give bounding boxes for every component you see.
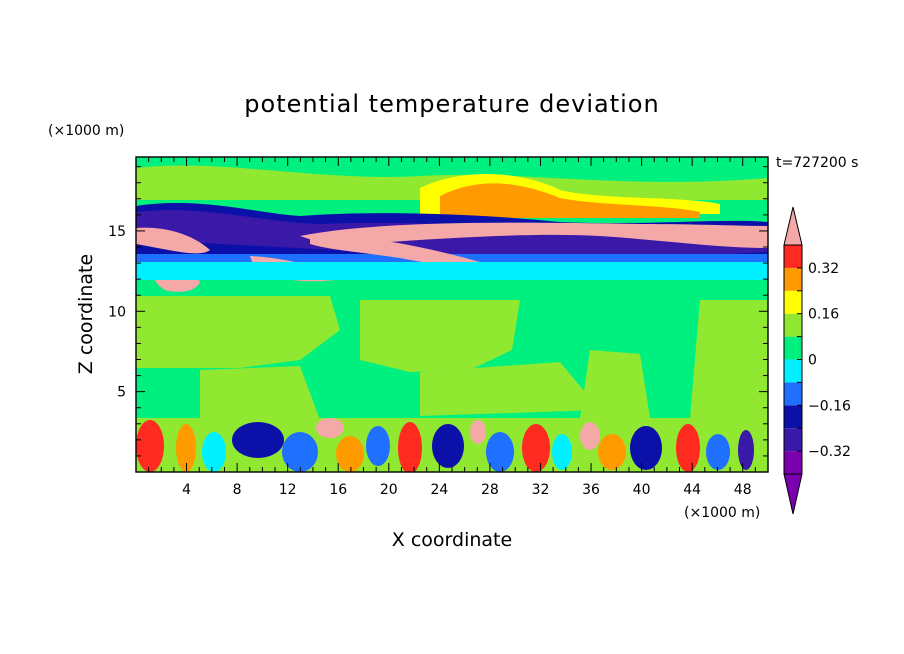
colorbar-segment — [784, 405, 802, 429]
contour-cyan-band — [136, 262, 768, 280]
x-tick-label: 32 — [532, 482, 550, 498]
x-tick-label: 4 — [182, 482, 191, 498]
colorbar-label: −0.16 — [808, 398, 851, 414]
y-axis-label: Z coordinate — [75, 254, 97, 374]
colorbar-segment — [784, 382, 802, 406]
chart-title: potential temperature deviation — [244, 90, 659, 118]
x-tick-label: 28 — [481, 482, 499, 498]
colorbar-extend-top — [783, 206, 803, 246]
contour-mid-light-6 — [580, 350, 650, 418]
contour-mid-light-4 — [420, 362, 600, 416]
boundary-layer-cells — [136, 418, 768, 472]
colorbar-segment — [784, 267, 802, 291]
colorbar-segment — [784, 290, 802, 314]
plot-area — [136, 157, 768, 472]
colorbar-extend-bottom — [783, 473, 803, 515]
contour-upper-crest-orange — [440, 183, 700, 218]
x-tick-label: 48 — [734, 482, 752, 498]
contour-mid-light-5 — [690, 300, 768, 418]
x-tick-label: 24 — [430, 482, 448, 498]
colorbar-label: 0.16 — [808, 307, 839, 323]
y-tick-label: 5 — [117, 385, 126, 401]
colorbar-segment — [784, 428, 802, 452]
contour-pink-ribbon-2 — [310, 236, 480, 266]
x-tick-label: 36 — [582, 482, 600, 498]
time-label: t=727200 s — [776, 155, 858, 171]
x-tick-label: 44 — [683, 482, 701, 498]
x-unit-label: (×1000 m) — [684, 505, 760, 521]
colorbar-segment — [784, 451, 802, 474]
z-unit-label: (×1000 m) — [48, 123, 124, 139]
colorbar-segment — [784, 313, 802, 337]
contour-mid-light-2 — [360, 300, 520, 372]
contour-pink-ribbon-left — [136, 227, 210, 254]
x-tick-label: 40 — [633, 482, 651, 498]
contour-mid-light-3 — [200, 366, 320, 420]
x-tick-label: 20 — [380, 482, 398, 498]
y-axis-ticks: 5 10 15 — [108, 166, 768, 457]
contour-mid-light-1 — [136, 296, 340, 368]
colorbar-segment — [784, 359, 802, 383]
x-tick-label: 12 — [279, 482, 297, 498]
colorbar-label: 0.32 — [808, 261, 839, 277]
x-axis-ticks: 4 8 12 16 20 24 28 32 36 40 44 48 — [148, 157, 756, 498]
x-tick-label: 16 — [329, 482, 347, 498]
colorbar-label: 0 — [808, 353, 817, 369]
contour-pink-ribbon-main — [300, 222, 768, 248]
colorbar-label: −0.32 — [808, 444, 851, 460]
x-axis-label: X coordinate — [392, 529, 512, 551]
colorbar-segment — [784, 336, 802, 360]
colorbar-segment — [784, 245, 802, 268]
x-tick-label: 8 — [233, 482, 242, 498]
colorbar: 0.32 0.16 0 −0.16 −0.32 — [783, 206, 851, 515]
y-tick-label: 10 — [108, 304, 126, 320]
y-tick-label: 15 — [108, 224, 126, 240]
